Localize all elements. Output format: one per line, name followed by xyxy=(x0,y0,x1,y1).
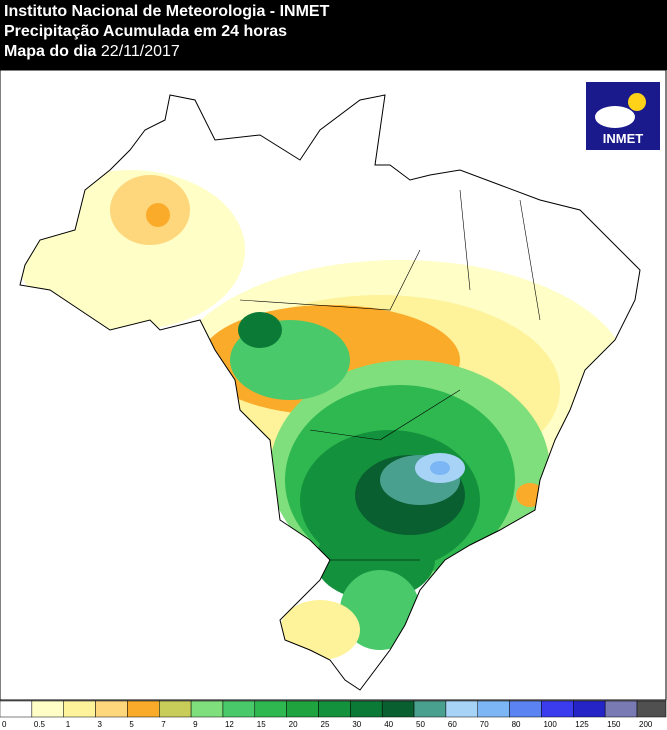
legend-swatch xyxy=(318,700,351,718)
header-label: Mapa do dia xyxy=(4,43,97,60)
logo-text: INMET xyxy=(603,131,644,146)
legend-swatch xyxy=(286,700,319,718)
legend-swatch xyxy=(636,700,667,718)
header: Instituto Nacional de Meteorologia - INM… xyxy=(0,0,667,70)
legend-label: 15 xyxy=(257,720,266,729)
legend-swatch xyxy=(477,700,510,718)
header-date: 22/11/2017 xyxy=(100,43,180,60)
legend-swatch xyxy=(159,700,192,718)
legend-label: 40 xyxy=(384,720,393,729)
legend-label: 5 xyxy=(129,720,134,729)
legend-label: 70 xyxy=(480,720,489,729)
legend-label: 80 xyxy=(512,720,521,729)
legend-label: 30 xyxy=(352,720,361,729)
header-line: Mapa do dia 22/11/2017 xyxy=(4,42,667,62)
legend-label: 20 xyxy=(289,720,298,729)
legend-swatch xyxy=(541,700,574,718)
header-line: Instituto Nacional de Meteorologia - INM… xyxy=(4,3,330,20)
legend-label: 100 xyxy=(543,720,557,729)
legend-label: 0.5 xyxy=(34,720,46,729)
legend-swatch xyxy=(95,700,128,718)
legend-swatch xyxy=(445,700,478,718)
legend-label: 1 xyxy=(66,720,71,729)
legend-swatch xyxy=(31,700,64,718)
legend-label: 7 xyxy=(161,720,166,729)
header-line: Precipitação Acumulada em 24 horas xyxy=(4,23,288,40)
legend-swatch xyxy=(254,700,287,718)
legend-swatch xyxy=(63,700,96,718)
legend-label: 125 xyxy=(575,720,589,729)
legend-swatch xyxy=(0,700,33,718)
legend-swatch xyxy=(573,700,606,718)
legend: 0 0.5 1 3 5 7 9 12 15 20 25 30 40 50 60 70 80 100 125 150 20… xyxy=(0,700,667,729)
legend-swatch xyxy=(190,700,224,718)
legend-label: 150 xyxy=(607,720,621,729)
legend-swatch xyxy=(222,700,256,718)
legend-swatch xyxy=(381,700,415,718)
legend-label: 9 xyxy=(193,720,198,729)
legend-label: 12 xyxy=(225,720,234,729)
legend-label: 0 xyxy=(2,720,7,729)
legend-label: 200 xyxy=(639,720,653,729)
legend-label: 50 xyxy=(416,720,425,729)
legend-label: 60 xyxy=(448,720,457,729)
legend-label: 25 xyxy=(321,720,330,729)
legend-label: 3 xyxy=(98,720,103,729)
legend-swatch xyxy=(350,700,383,718)
state-borders xyxy=(239,189,541,561)
legend-swatch xyxy=(509,700,542,718)
legend-swatch xyxy=(604,700,638,718)
legend-swatch xyxy=(413,700,447,718)
legend-swatch xyxy=(127,700,160,718)
